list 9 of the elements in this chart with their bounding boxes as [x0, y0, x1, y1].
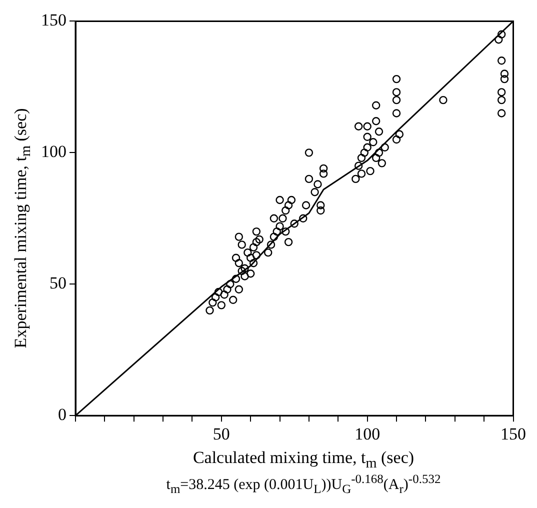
- x-tick-label: 50: [212, 424, 230, 444]
- text: t$_{m}$=38.245 (exp (0.001U$_{L}$))U$_{G}$$^{-0.168}$(A$_{r}$)$^{-0.532}$: [166, 472, 441, 496]
- y-tick-label: 150: [41, 10, 66, 30]
- y-tick-label: 100: [41, 142, 66, 162]
- y-tick-label: 0: [58, 405, 66, 424]
- x-axis-title: Calculated mixing time, t$_{m}$ (sec): [192, 448, 416, 472]
- x-tick-label: 150: [500, 424, 526, 444]
- x-tick-label: 100: [354, 424, 380, 444]
- y-tick-label: 50: [50, 274, 66, 293]
